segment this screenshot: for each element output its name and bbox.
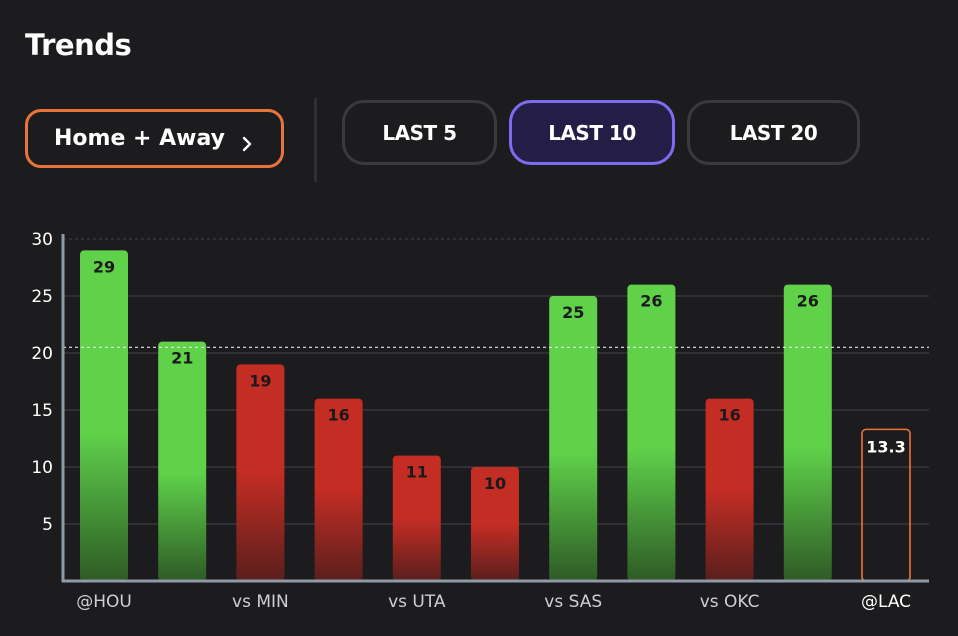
y-tick-label: 20 — [31, 344, 53, 364]
tab-last-10[interactable]: LAST 10 — [509, 100, 675, 165]
over-bar — [783, 284, 832, 581]
over-bar — [80, 250, 128, 581]
over-bar — [549, 296, 598, 581]
x-tick-label: @LAC — [861, 592, 911, 612]
filter-label: Home + Away — [54, 126, 225, 151]
bar-value-label: 25 — [562, 303, 584, 322]
bar-value-label: 16 — [718, 406, 740, 425]
under-bar — [236, 364, 285, 581]
y-tick-label: 30 — [31, 230, 53, 250]
bar-value-label: 26 — [797, 292, 819, 311]
controls-divider — [314, 98, 317, 182]
bar-value-label: 11 — [406, 463, 428, 482]
x-tick-label: vs MIN — [232, 592, 289, 612]
bar-value-label: 16 — [327, 406, 349, 425]
chevron-right-icon — [241, 133, 253, 151]
page-title: Trends — [25, 28, 132, 62]
over-bar — [158, 341, 207, 581]
bar-value-label: 26 — [640, 292, 662, 311]
trend-controls: Home + Away LAST 5 LAST 10 LAST 20 — [0, 0, 958, 200]
projection-value-label: 13.3 — [866, 437, 905, 456]
y-tick-label: 10 — [31, 458, 53, 478]
x-tick-label: @HOU — [76, 592, 132, 612]
tab-last-5[interactable]: LAST 5 — [342, 100, 497, 165]
x-tick-label: vs OKC — [700, 592, 760, 612]
bar-value-label: 21 — [171, 349, 193, 368]
over-bar — [627, 284, 676, 581]
bar-value-label: 19 — [249, 371, 271, 390]
bar-value-label: 10 — [484, 474, 506, 493]
tab-last-10-label: LAST 10 — [548, 120, 636, 145]
under-bar — [392, 455, 441, 581]
under-bar — [314, 398, 363, 581]
tab-last-5-label: LAST 5 — [382, 120, 457, 145]
under-bar — [705, 398, 754, 581]
tab-last-20-label: LAST 20 — [729, 120, 818, 145]
x-tick-label: vs SAS — [544, 592, 602, 612]
home-away-filter-button[interactable]: Home + Away — [25, 109, 284, 168]
y-tick-label: 5 — [42, 515, 53, 535]
y-tick-label: 25 — [31, 287, 53, 307]
x-tick-label: vs UTA — [388, 592, 446, 612]
y-tick-label: 15 — [31, 401, 53, 421]
under-bar — [471, 467, 519, 581]
bar-value-label: 29 — [93, 257, 115, 276]
tab-last-20[interactable]: LAST 20 — [687, 100, 860, 165]
